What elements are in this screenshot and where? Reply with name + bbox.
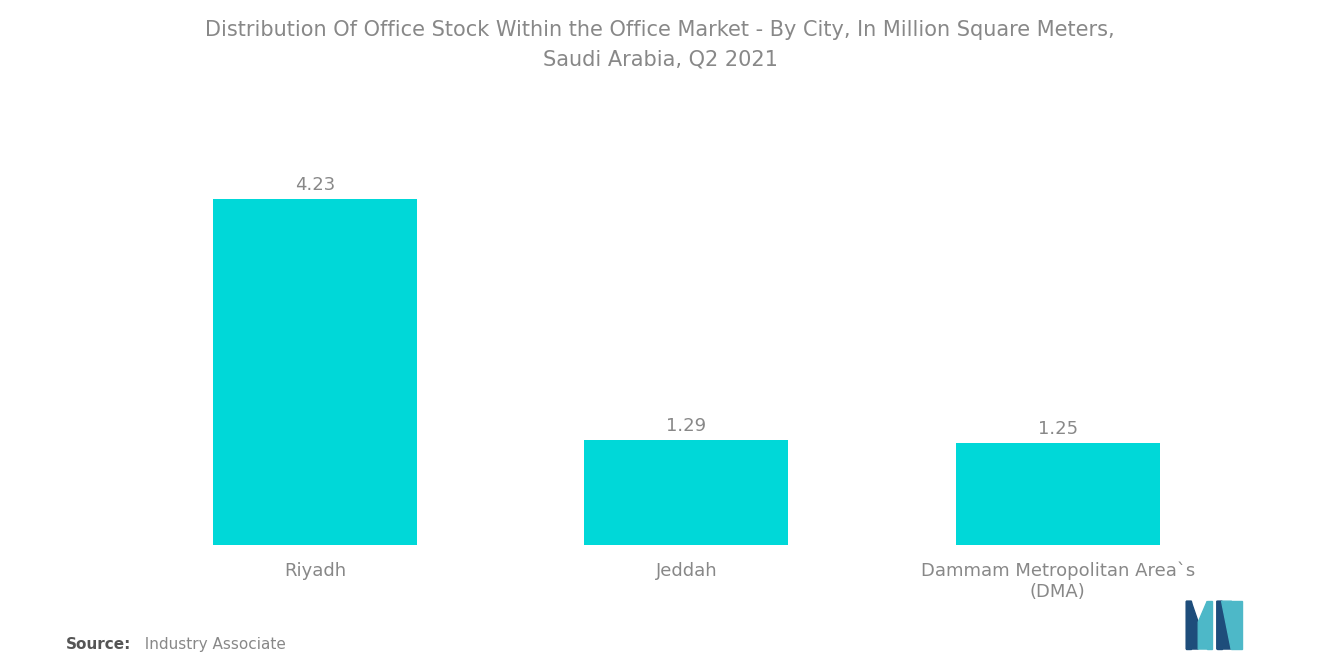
Bar [585,440,788,545]
Polygon shape [1187,601,1191,649]
Polygon shape [1217,601,1221,649]
Polygon shape [1199,601,1208,649]
Text: 1.29: 1.29 [667,417,706,435]
Polygon shape [1217,601,1232,649]
Text: Distribution Of Office Stock Within the Office Market - By City, In Million Squa: Distribution Of Office Stock Within the … [205,20,1115,70]
Polygon shape [1208,601,1212,649]
Text: Industry Associate: Industry Associate [135,636,285,652]
Bar [956,443,1160,545]
Polygon shape [1232,601,1242,649]
Bar [213,199,417,545]
Polygon shape [1221,601,1242,649]
Text: Source:: Source: [66,636,132,652]
Polygon shape [1187,601,1199,649]
Text: 4.23: 4.23 [296,176,335,194]
Text: 1.25: 1.25 [1038,420,1077,438]
